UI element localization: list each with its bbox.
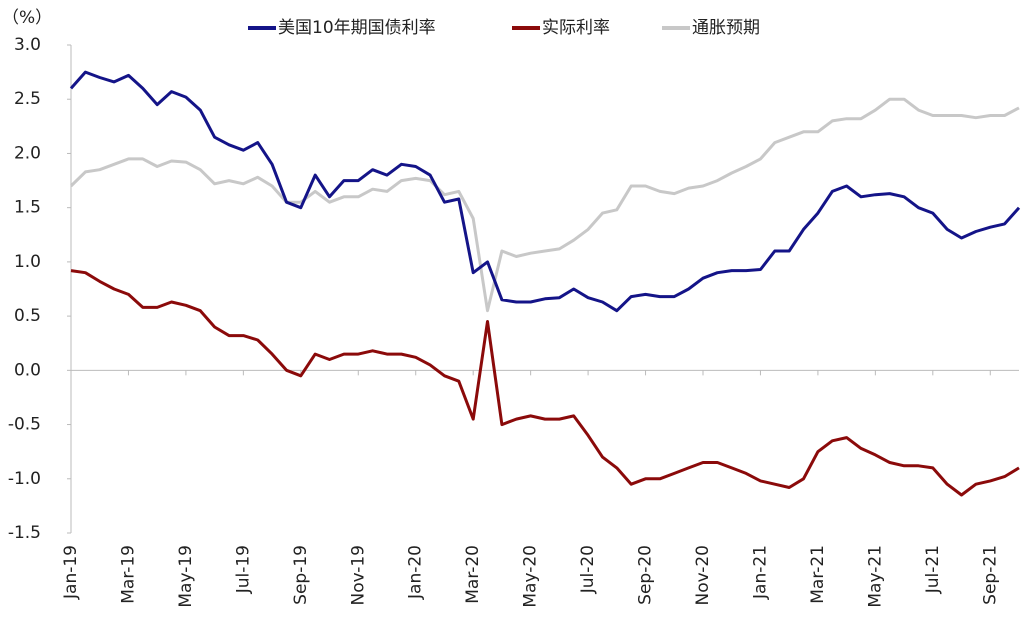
legend-label: 实际利率 (542, 18, 610, 38)
legend-label: 通胀预期 (692, 18, 760, 38)
unit-label: （%） (2, 8, 52, 28)
x-tick-label: Sep-21 (980, 545, 1000, 605)
series-line (70, 269, 1020, 497)
x-tick-label: Jul-21 (923, 545, 943, 594)
y-tick-label: -0.5 (8, 415, 41, 435)
y-tick-label: -1.5 (8, 523, 41, 543)
series-line (69, 97, 1020, 313)
y-tick-label: 3.0 (14, 35, 41, 55)
y-tick-label: 0.5 (14, 306, 41, 326)
legend-label: 美国10年期国债利率 (278, 18, 436, 38)
x-tick-label: May-21 (865, 545, 885, 608)
x-tick-label: Jan-19 (61, 545, 81, 600)
x-tick-label: Mar-21 (808, 545, 828, 604)
x-tick-label: Mar-19 (118, 545, 138, 604)
y-tick-label: 2.0 (14, 143, 41, 163)
x-tick-label: May-20 (521, 545, 541, 608)
y-tick-label: 2.5 (14, 89, 41, 109)
y-tick-label: -1.0 (8, 469, 41, 489)
x-tick-label: May-19 (176, 545, 196, 608)
x-tick-label: Sep-20 (636, 545, 656, 605)
x-tick-label: Jan-21 (750, 545, 770, 600)
x-tick-label: Jul-20 (578, 545, 598, 594)
x-tick-label: Nov-20 (693, 545, 713, 606)
x-tick-label: Jul-19 (233, 545, 253, 594)
x-tick-label: Nov-19 (348, 545, 368, 606)
y-tick-label: 1.0 (14, 252, 41, 272)
y-tick-label: 1.5 (14, 198, 41, 218)
y-tick-label: 0.0 (14, 360, 41, 380)
x-tick-label: Sep-19 (291, 545, 311, 605)
x-tick-label: Jan-20 (406, 545, 426, 600)
x-tick-label: Mar-20 (463, 545, 483, 604)
series-line (69, 70, 1021, 313)
